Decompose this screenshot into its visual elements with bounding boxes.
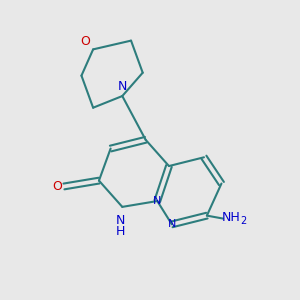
Text: NH: NH [221,211,240,224]
Text: O: O [80,35,90,48]
Text: H: H [116,225,125,238]
Text: O: O [52,180,62,193]
Text: 2: 2 [240,217,246,226]
Text: N: N [118,80,127,92]
Text: N: N [168,219,176,230]
Text: N: N [116,214,125,227]
Text: N: N [153,196,161,206]
